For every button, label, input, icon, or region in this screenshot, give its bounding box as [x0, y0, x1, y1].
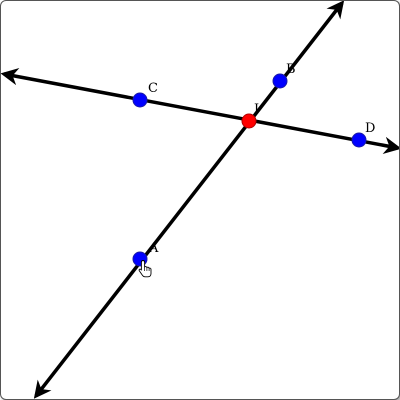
intersection-point-i — [241, 113, 257, 129]
point-b[interactable] — [272, 73, 288, 89]
point-label-a: A — [148, 241, 159, 256]
hand-pointer-icon — [138, 260, 152, 278]
point-label-d: D — [365, 121, 375, 136]
line-cd[interactable] — [1, 67, 399, 155]
point-c[interactable] — [132, 92, 148, 108]
point-label-c: C — [148, 81, 158, 96]
point-label-i: I — [254, 102, 259, 117]
line-ab[interactable] — [33, 1, 345, 399]
point-label-b: B — [286, 62, 296, 77]
point-d[interactable] — [351, 132, 367, 148]
